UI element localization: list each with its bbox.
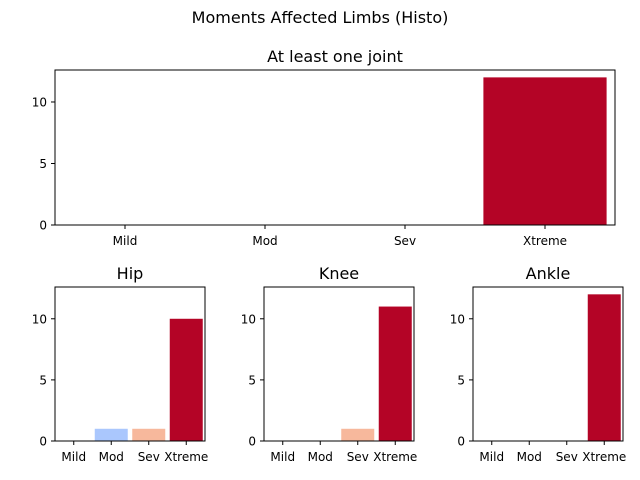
panel-title: At least one joint: [267, 47, 403, 66]
x-tick-label: Xtreme: [523, 234, 567, 248]
y-tick-label: 10: [32, 95, 47, 109]
x-tick-label: Mild: [61, 450, 86, 464]
bar-xtreme: [483, 77, 607, 225]
x-tick-label: Mod: [517, 450, 542, 464]
panel-1: Hip 0 5 10 Mild Mod Sev Xtreme: [32, 264, 209, 464]
y-tick-label: 0: [39, 219, 47, 233]
bar-xtreme: [169, 318, 203, 441]
y-tick-label: 10: [241, 312, 256, 326]
axes-frame: [54, 286, 206, 442]
axes-frame: [263, 286, 415, 442]
bar-xtreme: [587, 294, 621, 441]
panel-0: At least one joint 0 5 10 Mild Mod Sev Xtreme: [32, 47, 616, 248]
figure-title: Moments Affected Limbs (Histo): [192, 8, 449, 27]
panel-title: Hip: [117, 264, 144, 283]
bar-sev: [132, 428, 166, 441]
x-tick-label: Mild: [270, 450, 295, 464]
x-tick-label: Mod: [252, 234, 277, 248]
x-tick-label: Sev: [138, 450, 160, 464]
axes-frame: [472, 286, 624, 442]
x-tick-label: Mod: [99, 450, 124, 464]
x-tick-label: Sev: [394, 234, 416, 248]
bar-xtreme: [378, 306, 412, 441]
y-tick-label: 0: [39, 435, 47, 449]
y-tick-label: 0: [248, 435, 256, 449]
panel-title: Ankle: [526, 264, 571, 283]
y-tick-label: 10: [450, 312, 465, 326]
x-tick-label: Xtreme: [373, 450, 417, 464]
y-tick-label: 5: [457, 373, 465, 387]
panel-3: Ankle 0 5 10 Mild Mod Sev Xtreme: [450, 264, 627, 464]
y-tick-label: 5: [39, 157, 47, 171]
x-tick-label: Sev: [347, 450, 369, 464]
bar-mod: [94, 428, 128, 441]
x-tick-label: Mod: [308, 450, 333, 464]
panel-title: Knee: [319, 264, 359, 283]
y-tick-label: 10: [32, 312, 47, 326]
x-tick-label: Xtreme: [582, 450, 626, 464]
panel-2: Knee 0 5 10 Mild Mod Sev Xtreme: [241, 264, 418, 464]
y-tick-label: 5: [39, 373, 47, 387]
y-tick-label: 5: [248, 373, 256, 387]
x-tick-label: Mild: [479, 450, 504, 464]
bar-sev: [341, 428, 375, 441]
x-tick-label: Mild: [113, 234, 138, 248]
axes-frame: [54, 69, 616, 226]
x-tick-label: Sev: [556, 450, 578, 464]
x-tick-label: Xtreme: [164, 450, 208, 464]
y-tick-label: 0: [457, 435, 465, 449]
